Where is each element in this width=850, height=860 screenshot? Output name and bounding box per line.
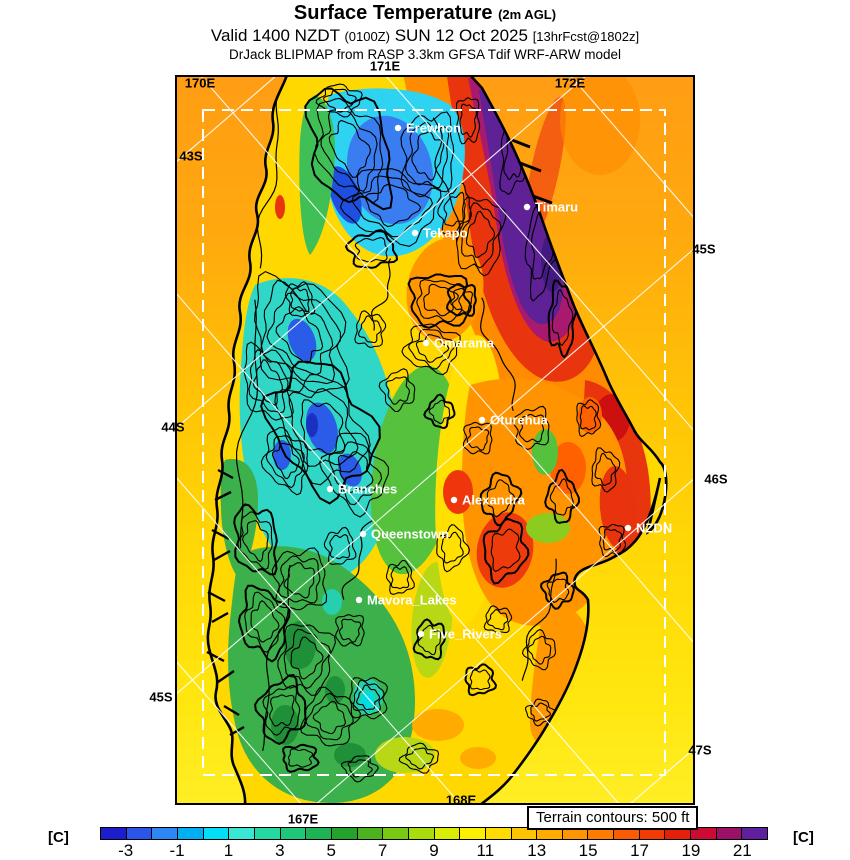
station-label: Erewhon — [406, 121, 461, 136]
grid-label: 44S — [161, 419, 185, 435]
colorbar-segment — [305, 828, 331, 839]
colorbar-segment — [202, 828, 229, 839]
colorbar-segment — [356, 828, 383, 839]
station-label: Five_Rivers — [429, 627, 502, 642]
colorbar-segment — [330, 828, 357, 839]
colorbar-tick-label: 15 — [578, 841, 598, 860]
colorbar-segment — [176, 828, 203, 839]
station-label: Mavora_Lakes — [367, 593, 457, 608]
colorbar-segment — [228, 828, 254, 839]
colorbar-unit-left: [C] — [48, 829, 69, 846]
colorbar-segment — [741, 828, 768, 839]
valid-time-line: Valid 1400 NZDT (0100Z) SUN 12 Oct 2025 … — [0, 26, 850, 46]
grid-label: 168E — [445, 792, 477, 808]
station-label: NZDN — [636, 521, 672, 536]
station-label: Tekapo — [423, 226, 468, 241]
page-title: Surface Temperature (2m AGL) — [0, 2, 850, 25]
fiord-marks — [206, 138, 553, 737]
station-marker — [417, 630, 425, 638]
temperature-colorbar — [100, 827, 768, 840]
grid-label: 170E — [184, 75, 216, 91]
grid-label: 171E — [369, 58, 401, 74]
terrain-contour-note: Terrain contours: 500 ft — [527, 806, 699, 830]
station-label: Timaru — [535, 200, 578, 215]
station-marker — [326, 485, 334, 493]
colorbar-segment — [459, 828, 485, 839]
station-marker — [422, 339, 430, 347]
station-label: Queenstown — [371, 527, 449, 542]
station-marker — [624, 524, 632, 532]
grid-label: 45S — [149, 689, 173, 705]
colorbar-segment — [382, 828, 408, 839]
colorbar-segment — [664, 828, 691, 839]
colorbar-segment — [536, 828, 562, 839]
station-label: Omarama — [434, 336, 495, 351]
station-marker — [359, 530, 367, 538]
colorbar-tick-label: 19 — [681, 841, 701, 860]
graticule-lines — [176, 76, 694, 804]
colorbar-ticks: -3 -1 1 3 5 7 9 11 13 15 17 19 21 — [100, 841, 768, 860]
colorbar-segment — [253, 828, 280, 839]
colorbar-segment — [690, 828, 716, 839]
coastline — [206, 76, 668, 804]
colorbar-tick-label: 7 — [377, 841, 388, 860]
station-label: Oturehua — [490, 413, 549, 428]
header: Surface Temperature (2m AGL) Valid 1400 … — [0, 0, 850, 62]
colorbar-tick-label: 11 — [476, 841, 495, 860]
valid-date: SUN 12 Oct 2025 — [394, 26, 528, 45]
title-agl-note: (2m AGL) — [498, 7, 557, 22]
forecast-offset: [13hrFcst@1802z] — [532, 29, 640, 44]
grid-label: 47S — [688, 742, 712, 758]
colorbar-tick-label: 9 — [429, 841, 439, 860]
station-marker — [523, 203, 531, 211]
grid-label: 46S — [704, 471, 728, 487]
stations-layer: Erewhon Timaru Tekapo Omarama Oturehua Branch… — [326, 121, 672, 642]
grid-label: 45S — [692, 241, 716, 257]
model-domain-boundary — [202, 109, 666, 776]
colorbar-tick-label: 5 — [326, 841, 336, 860]
grid-label: 172E — [554, 75, 586, 91]
colorbar-segment — [101, 828, 126, 839]
colorbar-segment — [279, 828, 306, 839]
station-label: Branches — [338, 482, 397, 497]
colorbar-unit-right: [C] — [793, 829, 814, 846]
valid-prefix: Valid 1400 NZDT — [210, 26, 340, 45]
colorbar-segment — [407, 828, 434, 839]
title-text: Surface Temperature — [293, 2, 493, 24]
colorbar-tick-label: -1 — [169, 841, 185, 860]
colorbar-segment — [587, 828, 614, 839]
colorbar-tick-label: 17 — [630, 841, 649, 860]
colorbar-segment — [561, 828, 588, 839]
station-label: Alexandra — [462, 493, 526, 508]
colorbar-segment — [151, 828, 177, 839]
colorbar-segment — [125, 828, 152, 839]
station-marker — [450, 496, 458, 504]
colorbar-tick-label: 13 — [527, 841, 547, 860]
station-marker — [394, 124, 402, 132]
colorbar-segment — [638, 828, 665, 839]
colorbar-segment — [433, 828, 460, 839]
model-info-line: DrJack BLIPMAP from RASP 3.3km GFSA Tdif… — [228, 46, 622, 62]
colorbar-tick-label: 1 — [223, 841, 234, 860]
colorbar-tick-label: -3 — [118, 841, 134, 860]
colorbar-segment — [510, 828, 537, 839]
colorbar-segment — [613, 828, 639, 839]
map-graphics: Erewhon Timaru Tekapo Omarama Oturehua Branch… — [176, 76, 694, 804]
colorbar-segment — [484, 828, 511, 839]
valid-zulu: (0100Z) — [344, 29, 390, 44]
map-frame — [175, 75, 695, 805]
station-marker — [478, 416, 486, 424]
grid-label: 43S — [179, 148, 203, 164]
colorbar-segment — [715, 828, 742, 839]
terrain-contours — [233, 83, 627, 783]
station-marker — [355, 596, 363, 604]
grid-label: 167E — [287, 811, 319, 827]
colorbar-tick-label: 3 — [275, 841, 285, 860]
station-marker — [411, 229, 419, 237]
colorbar-tick-label: 21 — [732, 841, 752, 860]
